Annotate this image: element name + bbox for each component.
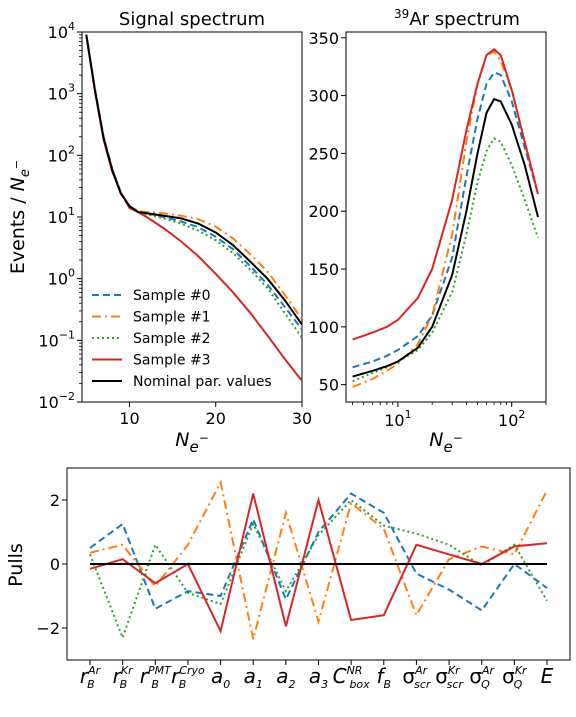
signal-y-tick-label: 101 bbox=[48, 205, 75, 227]
pulls-x-tick-label: a1 bbox=[244, 664, 263, 691]
ar39-title: 39Ar spectrum bbox=[394, 7, 520, 30]
pulls-x-tick-label: rAr B bbox=[80, 664, 102, 691]
signal-title: Signal spectrum bbox=[119, 9, 265, 30]
signal-spectrum-panel: Signal spectrum Events / Ne− Ne− 10 20 30 … bbox=[7, 9, 312, 456]
ar39-plot-frame bbox=[345, 31, 547, 403]
pulls-x-tick-label: fB bbox=[376, 664, 391, 691]
pulls-x-tick-label: a0 bbox=[211, 664, 230, 691]
signal-y-tick-label: 10−2 bbox=[38, 390, 75, 412]
signal-xlabel: Ne− bbox=[175, 429, 209, 456]
pulls-line-sample-1 bbox=[89, 479, 548, 640]
ar39-y-tick-label: 250 bbox=[308, 144, 339, 163]
signal-y-tick-label: 100 bbox=[48, 267, 75, 289]
ar39-line-sample-3 bbox=[352, 48, 539, 341]
ar39-y-tick-label: 50 bbox=[319, 376, 339, 395]
pulls-y-ticks: −2 0 2 bbox=[36, 491, 67, 638]
pulls-ylabel: Pulls bbox=[5, 543, 27, 587]
ar39-line-sample-1 bbox=[352, 50, 539, 388]
pulls-line-sample-3 bbox=[89, 493, 548, 635]
ar39-line-sample-0 bbox=[352, 71, 539, 369]
signal-y-tick-label: 103 bbox=[48, 82, 75, 104]
ar39-x-tick-label: 101 bbox=[384, 408, 411, 430]
legend-label: Sample #1 bbox=[133, 310, 211, 326]
legend-label: Sample #0 bbox=[133, 288, 211, 304]
ar39-y-tick-label: 150 bbox=[308, 260, 339, 279]
signal-line-nominal-par-values bbox=[85, 34, 303, 326]
ar39-series bbox=[352, 48, 539, 388]
ar39-x-tick-label: 102 bbox=[498, 408, 525, 430]
ar39-y-ticks: 50 100 150 200 250 300 350 bbox=[308, 29, 346, 395]
signal-x-tick-label: 20 bbox=[206, 409, 226, 428]
pulls-x-tick-label: σKr scr bbox=[435, 664, 464, 691]
pulls-x-tick-label: a3 bbox=[309, 664, 328, 691]
pulls-line-sample-0 bbox=[89, 492, 548, 612]
signal-y-ticks: 10−2 10−1 100 101 102 103 104 bbox=[38, 20, 82, 412]
pulls-y-tick-label: 2 bbox=[50, 491, 60, 510]
signal-line-sample-0 bbox=[85, 34, 303, 331]
signal-y-tick-label: 10−1 bbox=[38, 328, 75, 350]
pulls-x-tick-label: a2 bbox=[276, 664, 295, 691]
pulls-x-tick-label: rPMT B bbox=[140, 664, 172, 691]
ar39-line-sample-2 bbox=[352, 137, 539, 383]
signal-y-tick-label: 104 bbox=[48, 20, 75, 42]
pulls-x-tick-label: E bbox=[541, 664, 554, 688]
legend: Sample #0 Sample #1 Sample #2 Sample #3 Nomi… bbox=[92, 288, 272, 390]
pulls-x-tick-label: σAr scr bbox=[402, 664, 432, 691]
pulls-x-tick-label: rKr B bbox=[113, 664, 134, 691]
ar39-line-nominal-par-values bbox=[352, 97, 539, 378]
signal-x-tick-label: 10 bbox=[119, 409, 139, 428]
pulls-x-tick-label: CNR box bbox=[333, 664, 371, 691]
ar39-y-tick-label: 350 bbox=[308, 29, 339, 48]
pulls-x-tick-label: σKr Q bbox=[502, 664, 528, 691]
signal-x-tick-label: 30 bbox=[292, 409, 312, 428]
pulls-y-tick-label: 0 bbox=[50, 555, 60, 574]
ar39-spectrum-panel: 39Ar spectrum Ne− 101 102 50 100 150 200 250 3… bbox=[308, 7, 547, 456]
signal-x-ticks: 10 20 30 bbox=[119, 402, 312, 428]
signal-ylabel: Events / Ne− bbox=[7, 160, 33, 274]
legend-label: Nominal par. values bbox=[133, 374, 272, 390]
signal-series bbox=[85, 34, 303, 382]
pulls-line-sample-2 bbox=[89, 498, 548, 641]
pulls-x-tick-label: σAr Q bbox=[469, 664, 495, 691]
ar39-x-ticks: 101 102 bbox=[352, 402, 547, 430]
legend-label: Sample #2 bbox=[133, 331, 211, 347]
legend-label: Sample #3 bbox=[133, 353, 211, 369]
ar39-xlabel: Ne− bbox=[429, 429, 463, 456]
ar39-y-tick-label: 100 bbox=[308, 318, 339, 337]
pulls-x-tick-label: rCryo B bbox=[171, 664, 205, 691]
signal-line-sample-1 bbox=[85, 34, 303, 320]
signal-line-sample-3 bbox=[85, 34, 303, 382]
pulls-y-tick-label: −2 bbox=[36, 619, 60, 638]
ar39-y-tick-label: 200 bbox=[308, 202, 339, 221]
signal-y-tick-label: 102 bbox=[48, 143, 75, 165]
pulls-series bbox=[89, 479, 548, 641]
ar39-y-tick-label: 300 bbox=[308, 87, 339, 106]
